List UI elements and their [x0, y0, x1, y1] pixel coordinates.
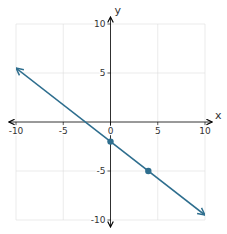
grid [16, 24, 205, 220]
y-tick [108, 220, 111, 221]
line [16, 68, 205, 215]
grid-line-x [110, 24, 111, 220]
x-tick-label: -5 [59, 126, 68, 136]
x-tick-label: -10 [9, 126, 24, 136]
y-tick [108, 24, 111, 25]
y-tick [108, 171, 111, 172]
plot-data [16, 68, 205, 215]
y-tick-label: -5 [97, 166, 106, 176]
x-tick-label: 10 [199, 126, 211, 136]
y-tick-label: 5 [100, 68, 106, 78]
y-axis-label: y [115, 4, 122, 17]
point [107, 138, 113, 144]
y-tick [108, 73, 111, 74]
x-tick [63, 122, 64, 125]
x-axis-arrow [9, 122, 16, 123]
y-axis-arrow [110, 220, 111, 227]
x-tick [110, 122, 111, 125]
x-tick [157, 122, 158, 125]
y-axis-arrow [110, 17, 111, 24]
x-tick [16, 122, 17, 125]
x-tick-label: 0 [108, 126, 114, 136]
point [145, 168, 151, 174]
y-tick-label: -10 [91, 215, 106, 225]
x-axis-arrow [205, 122, 212, 123]
x-tick [205, 122, 206, 125]
axes [9, 17, 212, 227]
y-axis [110, 24, 111, 220]
x-axis-label: x [215, 109, 222, 122]
y-tick-label: 10 [94, 19, 106, 29]
chart: -10 -5 0 5 10 -10 -5 5 10 x y [0, 0, 227, 234]
x-tick-label: 5 [155, 126, 161, 136]
